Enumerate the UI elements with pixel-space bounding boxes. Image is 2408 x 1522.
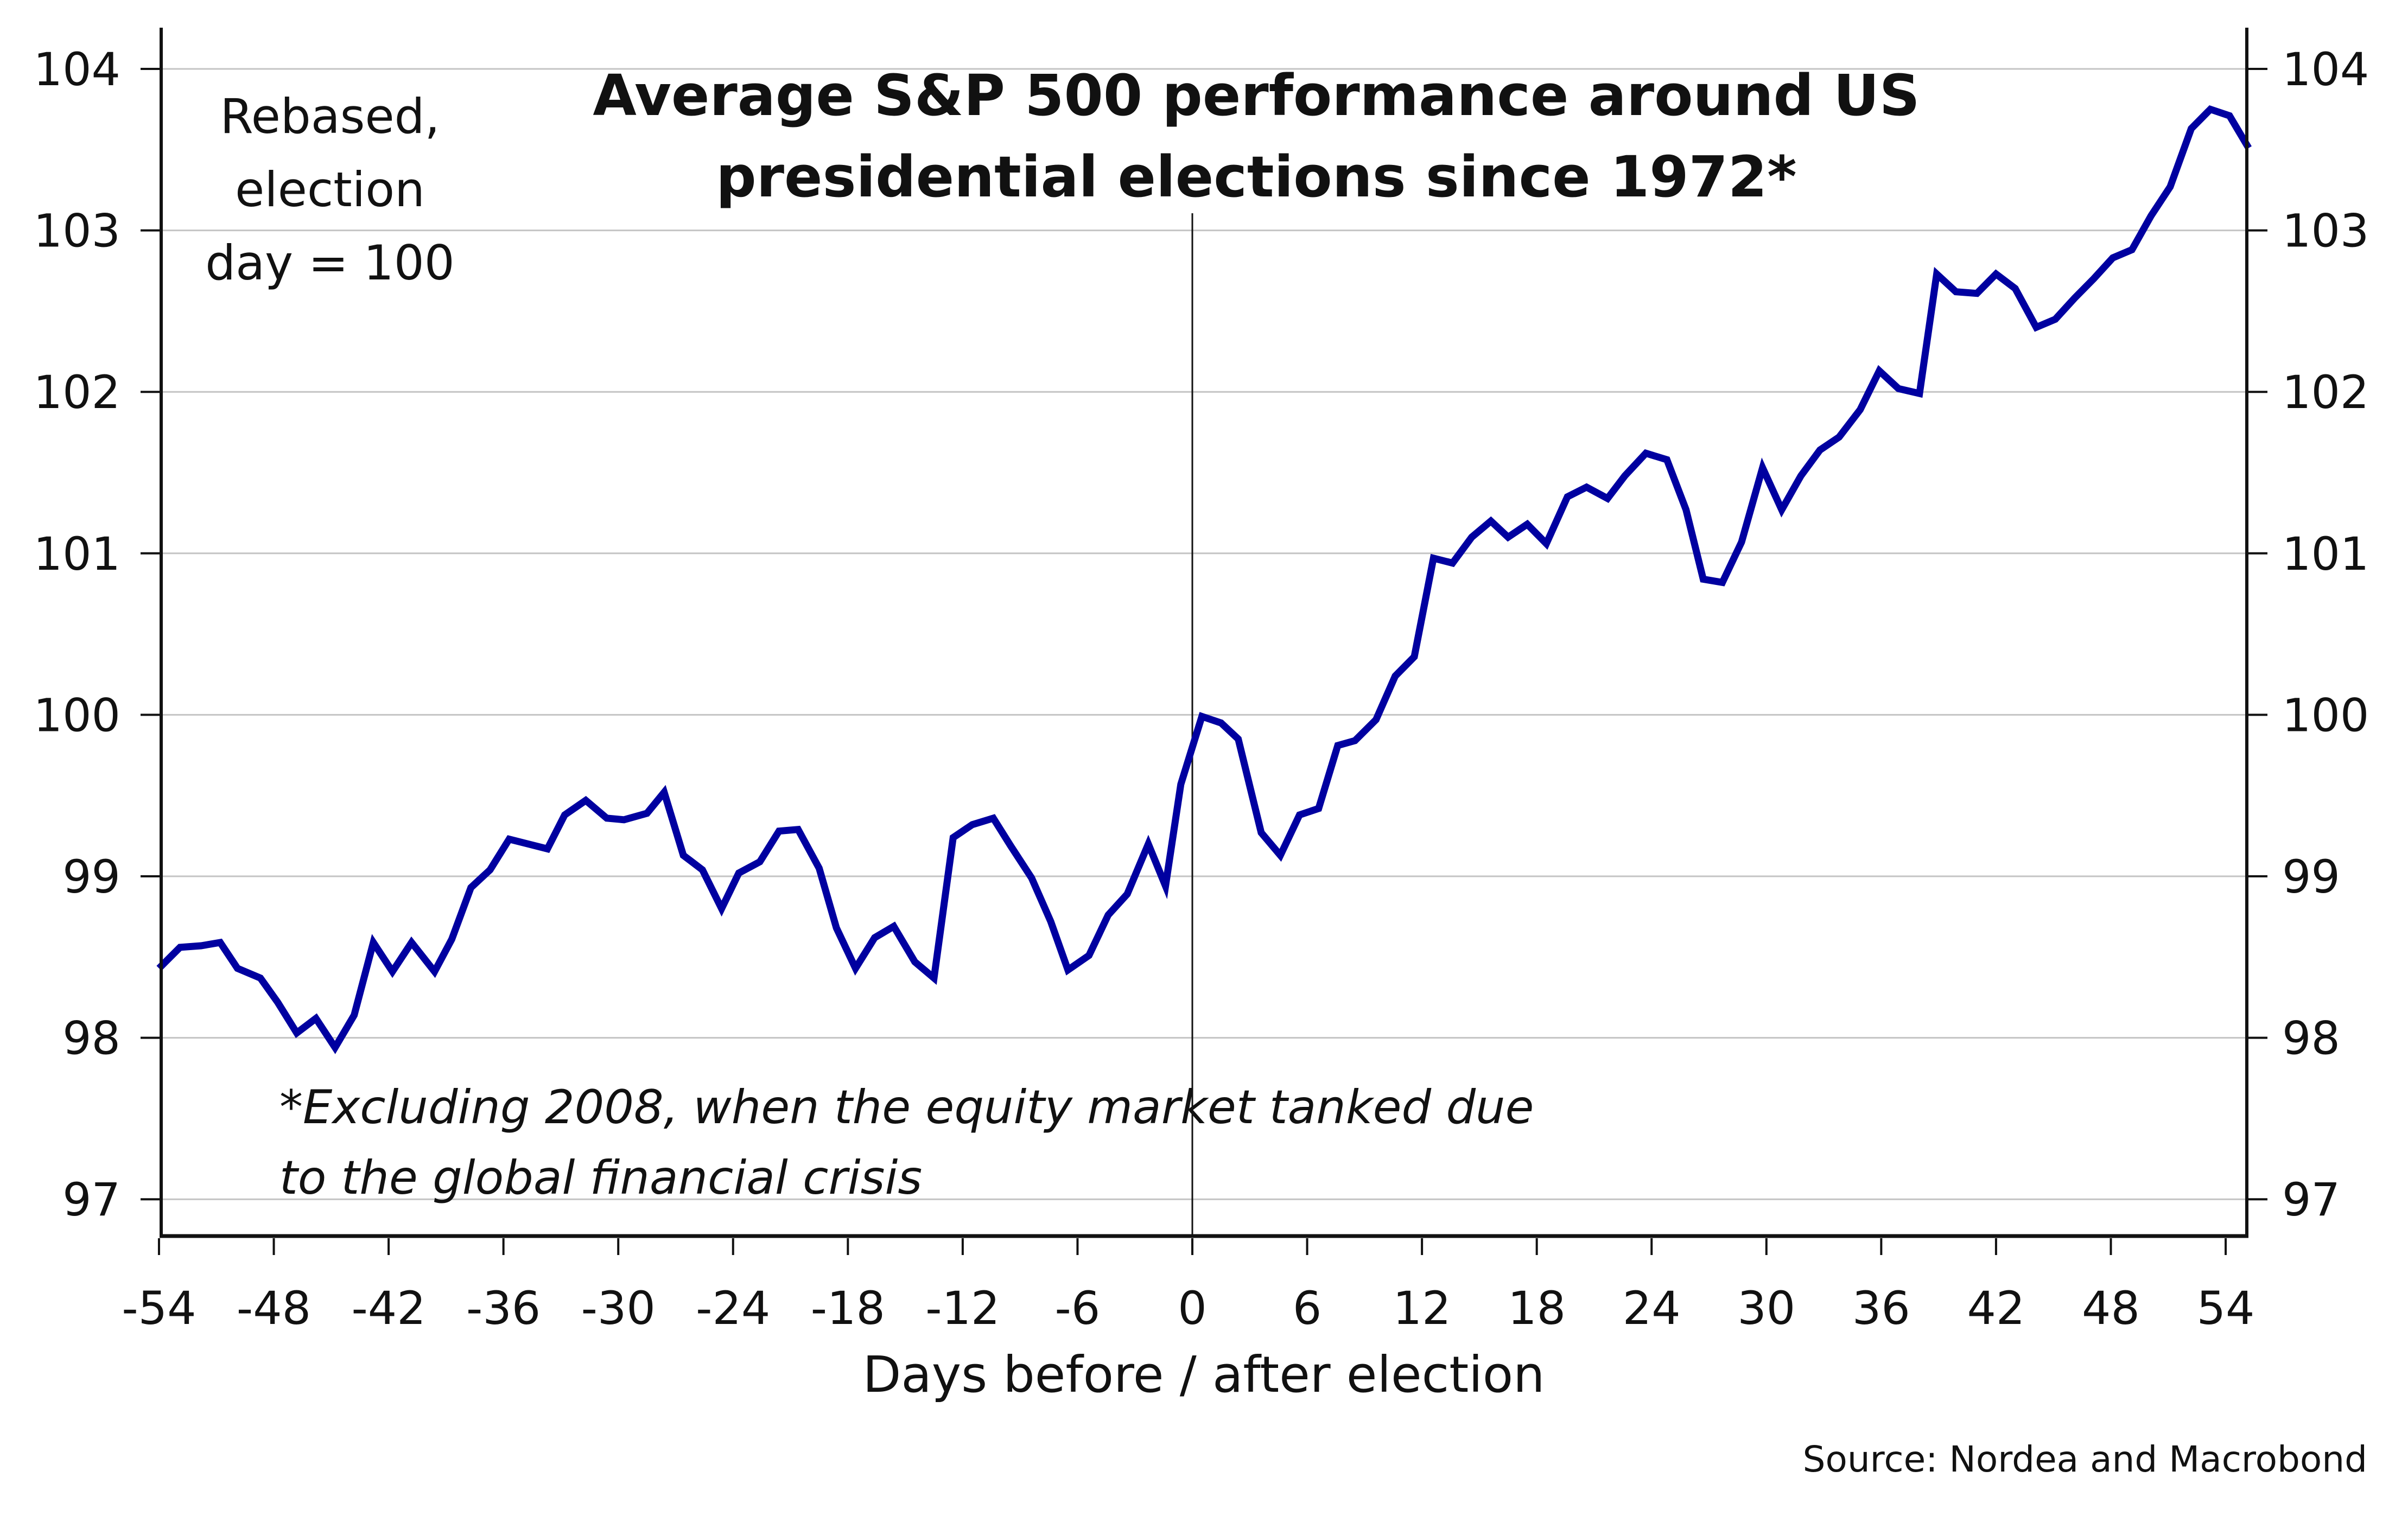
- y-tick-label-right: 97: [2282, 1173, 2340, 1226]
- gridlines: [161, 68, 2247, 1200]
- x-tick-label: -6: [1055, 1282, 1101, 1335]
- x-tick-label: 18: [1508, 1282, 1566, 1335]
- y-tick-label-left: 98: [62, 1012, 120, 1065]
- x-tick-label: -24: [696, 1282, 770, 1335]
- x-tick-label: 42: [1967, 1282, 2025, 1335]
- y-tick-label-left: 100: [34, 689, 120, 742]
- x-tick-label: -18: [811, 1282, 885, 1335]
- series-line-sp500: [156, 105, 2252, 1054]
- x-tick-label: 0: [1178, 1282, 1206, 1335]
- x-tick-label: -42: [351, 1282, 425, 1335]
- y-tick-label-left: 104: [34, 43, 120, 96]
- rebased-note-line-3: day = 100: [205, 235, 455, 291]
- chart-title-line-2: presidential elections since 1972*: [716, 144, 1796, 210]
- y-tick-label-right: 104: [2282, 43, 2369, 96]
- footnote-line-1: *Excluding 2008, when the equity market …: [279, 1080, 1534, 1135]
- y-tick-label-right: 103: [2282, 205, 2369, 258]
- y-tick-label-left: 103: [34, 205, 120, 258]
- x-tick-label: -36: [466, 1282, 541, 1335]
- y-tick-label-right: 98: [2282, 1012, 2340, 1065]
- x-axis-label: Days before / after election: [863, 1346, 1545, 1404]
- x-tick-label: -54: [122, 1282, 196, 1335]
- y-tick-label-left: 102: [34, 366, 120, 419]
- y-tick-label-left: 99: [62, 850, 120, 903]
- y-tick-label-right: 101: [2282, 527, 2369, 581]
- rebased-note-line-2: election: [235, 162, 425, 218]
- x-ticks: -54 -48 -42 -36 -30 -24 -18 -12 -6 0 6 12 18 24 30 36 42…: [122, 1238, 2254, 1335]
- x-tick-label: 36: [1852, 1282, 1910, 1335]
- source-note: Source: Nordea and Macrobond: [1803, 1438, 2367, 1480]
- footnote-line-2: to the global financial crisis: [279, 1151, 922, 1205]
- x-tick-label: -12: [925, 1282, 1000, 1335]
- y-tick-label-left: 97: [62, 1173, 120, 1226]
- x-tick-label: 12: [1393, 1282, 1451, 1335]
- x-tick-label: -30: [581, 1282, 656, 1335]
- x-tick-label: 54: [2197, 1282, 2255, 1335]
- x-tick-label: 24: [1623, 1282, 1681, 1335]
- x-tick-label: -48: [237, 1282, 311, 1335]
- y-ticks: 97 97 98 98 99 99 100 100 101 101 102 102 103 103 104 1…: [34, 43, 2369, 1226]
- y-tick-label-left: 101: [34, 527, 120, 581]
- x-tick-label: 6: [1293, 1282, 1321, 1335]
- chart-title-line-1: Average S&P 500 performance around US: [593, 62, 1920, 129]
- y-tick-label-right: 102: [2282, 366, 2369, 419]
- x-tick-label: 48: [2082, 1282, 2140, 1335]
- y-tick-label-right: 100: [2282, 689, 2369, 742]
- x-tick-label: 30: [1737, 1282, 1795, 1335]
- y-tick-label-right: 99: [2282, 850, 2340, 903]
- rebased-note-line-1: Rebased,: [220, 88, 440, 144]
